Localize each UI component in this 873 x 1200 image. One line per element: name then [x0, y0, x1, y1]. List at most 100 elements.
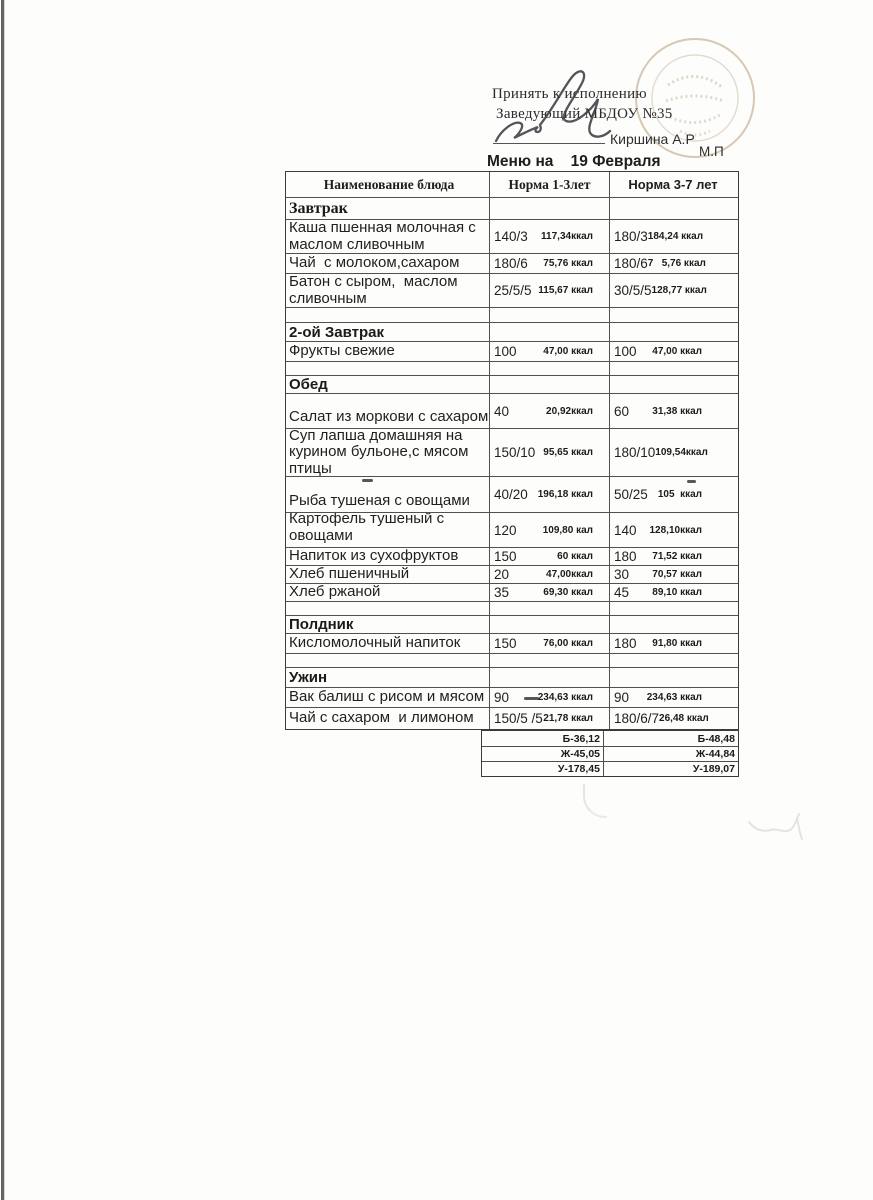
menu-row: Кисломолочный напиток 150 76,00 ккал 180 91,… — [286, 633, 738, 653]
dish-name: Рыба тушеная с овощами — [289, 491, 470, 509]
norm-1-3-cell: 150/5 /5 21,78 ккал — [490, 708, 610, 729]
dish-name: Чай с сахаром и лимоном — [289, 709, 474, 727]
column-header-norm-1-3: Норма 1-3лет — [490, 172, 610, 197]
name-cell: Обед — [286, 376, 490, 393]
menu-row: Суп лапша домашняя на курином бульоне,с … — [286, 428, 738, 476]
menu-title: Меню на 19 Февраля — [487, 153, 661, 170]
section-row: Обед — [286, 375, 738, 393]
norm-3-7-cell — [610, 654, 736, 667]
kcal-1-3: 60 ккал — [557, 551, 593, 562]
column-header-dish: Наименование блюда — [286, 172, 490, 197]
portion-1-3: 150 — [494, 636, 517, 651]
portion-3-7: 180 — [614, 636, 637, 651]
norm-1-3-cell — [490, 668, 610, 687]
name-cell — [286, 654, 490, 667]
norm-3-7-cell — [610, 308, 736, 322]
kcal-1-3: 47,00ккал — [546, 569, 593, 580]
scanner-edge-artifact-light — [4, 0, 5, 1200]
totals-value-1-3: Б-36,12 — [482, 731, 604, 746]
round-stamp-watermark — [635, 38, 755, 158]
dish-name-cell: Напиток из сухофруктов — [286, 548, 490, 565]
nutrition-totals-table: Б-36,12 Б-48,48 Ж-45,05 Ж-44,84 У-178,45 У-18… — [481, 730, 739, 777]
norm-3-7-cell — [610, 668, 736, 687]
portion-3-7: 180/3 — [614, 229, 648, 244]
dish-name-cell: Батон с сыром, маслом сливочным — [286, 274, 490, 307]
name-cell — [286, 362, 490, 375]
portion-3-7: 180/6 — [614, 256, 648, 271]
portion-3-7: 30 — [614, 567, 630, 582]
spacer-row — [286, 307, 738, 322]
totals-value-1-3: У-178,45 — [482, 762, 604, 776]
totals-value-1-3: Ж-45,05 — [482, 747, 604, 761]
menu-row: Фрукты свежие 100 47,00 ккал 100 47,00 ккал — [286, 341, 738, 361]
kcal-3-7: 91,80 ккал — [652, 638, 702, 649]
norm-1-3-cell — [490, 616, 610, 633]
kcal-1-3: 76,00 ккал — [543, 638, 593, 649]
norm-3-7-cell: 50/25 105 ккал — [610, 477, 736, 512]
scanner-edge-artifact — [1, 0, 4, 1200]
norm-1-3-cell — [490, 198, 610, 219]
dish-name: Хлеб пшеничный — [289, 566, 410, 583]
norm-1-3-cell: 90 234,63 ккал — [490, 688, 610, 707]
norm-1-3-cell: 150 76,00 ккал — [490, 634, 610, 653]
norm-3-7-cell: 180 91,80 ккал — [610, 634, 736, 653]
norm-3-7-cell: 30/5/5 128,77 ккал — [610, 274, 736, 307]
norm-1-3-cell — [490, 362, 610, 375]
portion-1-3: 20 — [494, 567, 510, 582]
spacer-row — [286, 601, 738, 615]
kcal-3-7: 105 ккал — [657, 489, 702, 500]
kcal-3-7: 47,00 ккал — [652, 346, 702, 357]
norm-1-3-cell: 150/10 95,65 ккал — [490, 429, 610, 476]
portion-1-3: 100 — [494, 344, 517, 359]
dish-name: Суп лапша домашняя на курином бульоне,с … — [289, 429, 473, 476]
kcal-1-3: 109,80 кал — [542, 524, 593, 536]
portion-1-3: 150/10 — [494, 445, 536, 460]
norm-3-7-cell: 90 234,63 ккал — [610, 688, 736, 707]
norm-3-7-cell — [610, 362, 736, 375]
dish-name-cell: Каша пшенная молочная с маслом сливочным — [286, 220, 490, 253]
pen-dash-mark — [524, 697, 539, 700]
dish-name: Батон с сыром, маслом сливочным — [289, 274, 462, 307]
dish-name-cell: Салат из моркови с сахаром — [286, 394, 490, 428]
norm-1-3-cell: 150 60 ккал — [490, 548, 610, 565]
section-label: Обед — [289, 376, 328, 393]
portion-3-7: 100 — [614, 344, 637, 359]
dish-name: Вак балиш с рисом и мясом — [289, 688, 485, 706]
menu-row: Напиток из сухофруктов 150 60 ккал 180 71,52… — [286, 547, 738, 565]
menu-row: Вак балиш с рисом и мясом 90 234,63 ккал 90… — [286, 687, 738, 707]
norm-3-7-cell — [610, 602, 736, 615]
section-row: 2-ой Завтрак — [286, 322, 738, 341]
norm-3-7-cell: 140 128,10ккал — [610, 513, 736, 547]
stamp-place-abbr: М.П — [699, 144, 724, 159]
menu-row: Чай с молоком,сахаром 180/6 75,76 ккал 180/… — [286, 253, 738, 273]
section-row: Ужин — [286, 667, 738, 687]
table-header-row: Наименование блюда Норма 1-3лет Норма 3-… — [286, 172, 738, 197]
section-row: Завтрак — [286, 197, 738, 219]
menu-row: Хлеб ржаной 35 69,30 ккал 45 89,10 ккал — [286, 583, 738, 601]
spacer-row — [286, 361, 738, 375]
portion-1-3: 120 — [494, 522, 517, 538]
kcal-1-3: 234,63 ккал — [537, 692, 593, 703]
position-line: Заведующий МБДОУ №35 — [496, 106, 673, 122]
name-cell: Завтрак — [286, 198, 490, 219]
name-cell: Ужин — [286, 668, 490, 687]
section-row: Полдник — [286, 615, 738, 633]
norm-1-3-cell: 35 69,30 ккал — [490, 584, 610, 601]
norm-1-3-cell: 100 47,00 ккал — [490, 342, 610, 361]
pen-dash-mark — [362, 479, 373, 482]
portion-1-3: 150/5 /5 — [494, 711, 543, 726]
dish-name: Салат из моркови с сахаром — [289, 407, 489, 425]
norm-1-3-cell: 180/6 75,76 ккал — [490, 254, 610, 273]
norm-1-3-cell — [490, 308, 610, 322]
dish-name-cell: Рыба тушеная с овощами — [286, 477, 490, 512]
kcal-3-7: 26,48 ккал — [659, 713, 709, 724]
column-header-norm-3-7: Норма 3-7 лет — [628, 177, 718, 192]
portion-1-3: 40 — [494, 403, 510, 419]
norm-1-3-cell — [490, 323, 610, 341]
kcal-1-3: 95,65 ккал — [543, 447, 593, 458]
portion-1-3: 40/20 — [494, 487, 528, 502]
approve-line: Принять к исполнению — [492, 86, 647, 102]
menu-row: Каша пшенная молочная с маслом сливочным… — [286, 219, 738, 253]
dish-name-cell: Чай с сахаром и лимоном — [286, 708, 490, 729]
portion-3-7: 140 — [614, 522, 637, 538]
